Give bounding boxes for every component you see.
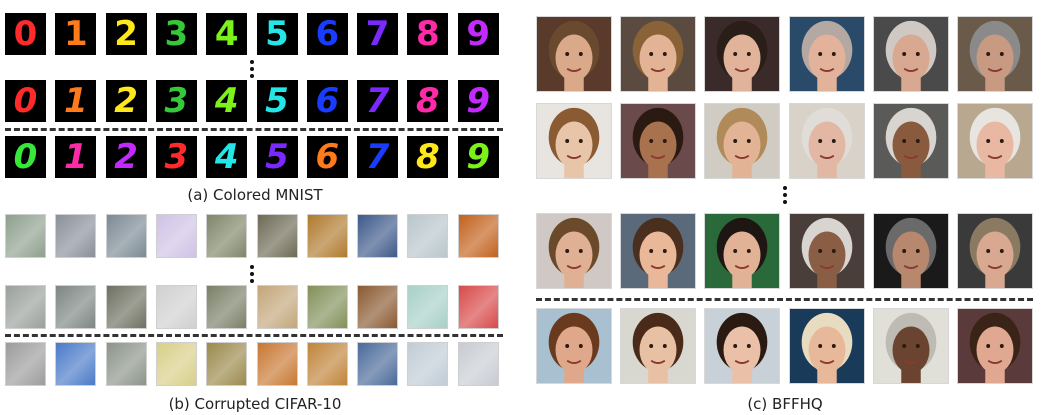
cifar-separator (5, 334, 503, 337)
cifar-image-tile (306, 214, 348, 258)
mnist-digit-tile: 9 (457, 136, 499, 178)
cifar-image-tile (55, 342, 97, 386)
mnist-digit-tile: 7 (357, 13, 399, 55)
face-photo-tile (704, 103, 781, 179)
cifar-image-tile (155, 342, 197, 386)
cifar-image-tile (457, 285, 499, 329)
mnist-digit-tile: 7 (357, 136, 399, 178)
face-photo-tile (957, 16, 1033, 92)
cifar-image-tile (105, 342, 147, 386)
face-photo-tile (536, 308, 612, 384)
mnist-digit-tile: 3 (155, 13, 197, 55)
cifar-image-tile (407, 214, 449, 258)
mnist-digit-tile: 8 (407, 13, 449, 55)
cifar-image-tile (155, 285, 197, 329)
cifar-ellipsis (249, 265, 255, 286)
bffhq-ellipsis (782, 186, 788, 207)
mnist-digit-tile: 6 (306, 136, 348, 178)
mnist-digit-tile: 6 (306, 13, 348, 55)
cifar-image-tile (407, 342, 449, 386)
cifar-image-tile (407, 285, 449, 329)
cifar-image-tile (256, 285, 298, 329)
face-photo-tile (872, 16, 949, 92)
mnist-digit-tile: 3 (155, 136, 197, 178)
mnist-digit-tile: 5 (256, 136, 298, 178)
mnist-digit-tile: 9 (457, 13, 499, 55)
mnist-digit-tile: 4 (206, 13, 248, 55)
face-photo-tile (872, 103, 949, 179)
mnist-digit-tile: 1 (55, 136, 97, 178)
mnist-digit-tile: 8 (407, 136, 449, 178)
mnist-digit-tile: 0 (5, 136, 46, 178)
mnist-ellipsis (249, 60, 255, 81)
face-photo-tile (620, 213, 697, 289)
face-photo-tile (536, 103, 612, 179)
cifar-image-tile (256, 342, 298, 386)
cifar-image-tile (206, 285, 248, 329)
bffhq-caption: (c) BFFHQ (747, 395, 823, 413)
face-photo-tile (620, 103, 697, 179)
cifar-image-tile (5, 342, 46, 386)
mnist-caption: (a) Colored MNIST (187, 186, 323, 204)
cifar-image-tile (105, 285, 147, 329)
mnist-digit-tile: 5 (256, 13, 298, 55)
face-photo-tile (704, 213, 781, 289)
face-photo-tile (704, 308, 781, 384)
face-photo-tile (957, 103, 1033, 179)
face-photo-tile (872, 213, 949, 289)
cifar-image-tile (55, 214, 97, 258)
mnist-digit-tile: 6 (306, 80, 348, 122)
mnist-digit-tile: 7 (357, 80, 399, 122)
mnist-digit-tile: 3 (155, 80, 197, 122)
bffhq-separator (536, 298, 1033, 301)
mnist-digit-tile: 9 (457, 80, 499, 122)
cifar-image-tile (5, 285, 46, 329)
face-photo-tile (957, 213, 1033, 289)
face-photo-tile (620, 16, 697, 92)
cifar-caption: (b) Corrupted CIFAR-10 (168, 395, 342, 413)
face-photo-tile (872, 308, 949, 384)
mnist-digit-tile: 4 (206, 136, 248, 178)
mnist-digit-tile: 0 (5, 13, 46, 55)
mnist-digit-tile: 5 (256, 80, 298, 122)
face-photo-tile (536, 213, 612, 289)
cifar-image-tile (306, 285, 348, 329)
cifar-image-tile (256, 214, 298, 258)
cifar-image-tile (357, 342, 399, 386)
face-photo-tile (620, 308, 697, 384)
cifar-image-tile (206, 342, 248, 386)
mnist-digit-tile: 4 (206, 80, 248, 122)
face-photo-tile (536, 16, 612, 92)
face-photo-tile (788, 103, 865, 179)
cifar-image-tile (357, 285, 399, 329)
cifar-image-tile (5, 214, 46, 258)
face-photo-tile (788, 213, 865, 289)
face-photo-tile (788, 16, 865, 92)
mnist-digit-tile: 1 (55, 13, 97, 55)
cifar-image-tile (105, 214, 147, 258)
mnist-separator (5, 128, 503, 131)
mnist-digit-tile: 2 (105, 80, 147, 122)
face-photo-tile (788, 308, 865, 384)
face-photo-tile (704, 16, 781, 92)
cifar-image-tile (306, 342, 348, 386)
mnist-digit-tile: 1 (55, 80, 97, 122)
cifar-image-tile (457, 342, 499, 386)
mnist-digit-tile: 2 (105, 13, 147, 55)
face-photo-tile (957, 308, 1033, 384)
cifar-image-tile (457, 214, 499, 258)
mnist-digit-tile: 2 (105, 136, 147, 178)
cifar-image-tile (357, 214, 399, 258)
mnist-digit-tile: 0 (5, 80, 46, 122)
cifar-image-tile (55, 285, 97, 329)
mnist-digit-tile: 8 (407, 80, 449, 122)
cifar-image-tile (206, 214, 248, 258)
cifar-image-tile (155, 214, 197, 258)
